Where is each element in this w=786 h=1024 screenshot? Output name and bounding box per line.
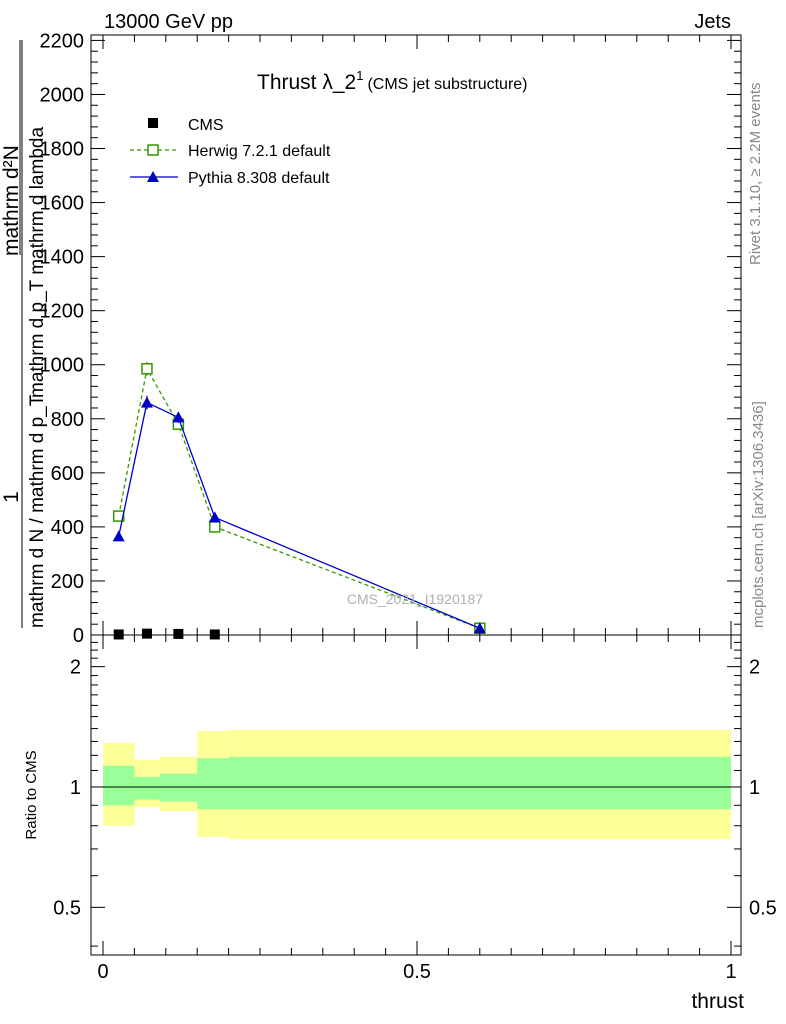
y-tick-label: 1800: [40, 139, 85, 161]
ratio-panel-marks: [103, 729, 731, 840]
legend-cms-label: CMS: [188, 117, 224, 134]
ratio-y-tick-label-right: 1: [749, 777, 760, 799]
pythia-point: [112, 530, 125, 542]
ratio-y-tick-label-right: 0.5: [749, 897, 777, 919]
mcplots-label: mcplots.cern.ch [arXiv:1306.3436]: [750, 401, 767, 628]
x-tick-label: 0.5: [403, 961, 431, 983]
uncertainty-band-inner: [228, 756, 731, 810]
y-tick-label: 800: [51, 409, 84, 431]
ratio-y-tick-label: 1: [70, 777, 81, 799]
y-tick-label: 2200: [40, 30, 85, 52]
legend-cms-marker: [148, 118, 158, 128]
pythia-point: [140, 396, 153, 408]
pythia-point: [473, 622, 486, 634]
main-panel-ticks: 0 200 400 600 800 1000 1200 1400 1600 1800 2000 220…: [40, 30, 741, 647]
chart-title: Thrust λ_21(CMS jet substructure): [257, 68, 528, 94]
cms-point: [113, 629, 124, 640]
ylabel-num-right: mathrm d²N: [0, 145, 23, 256]
legend-herwig-label: Herwig 7.2.1 default: [188, 143, 331, 160]
x-tick-label: 0: [97, 961, 108, 983]
legend-herwig-marker: [147, 144, 159, 156]
legend-pythia-marker: [147, 171, 159, 182]
y-tick-label: 2000: [40, 84, 85, 106]
ratio-y-tick-label-right: 2: [749, 657, 760, 679]
header-right: Jets: [694, 11, 731, 33]
main-panel: 0 200 400 600 800 1000 1200 1400 1600 1800 2000 220…: [0, 30, 742, 647]
ylabel-numerator: 1: [0, 491, 23, 503]
watermark: CMS_2021_I1920187: [347, 591, 483, 607]
y-tick-label: 1600: [40, 193, 85, 215]
header-left: 13000 GeV pp: [104, 11, 233, 33]
legend-pythia-label: Pythia 8.308 default: [188, 170, 330, 187]
ratio-y-tick-label: 2: [70, 657, 81, 679]
cms-point: [173, 628, 184, 639]
main-ylabel: 1 mathrm d N / mathrm d p_T mathrm d²N m…: [0, 40, 48, 628]
herwig-point: [112, 510, 125, 522]
y-tick-label: 1400: [40, 247, 85, 269]
ratio-y-tick-label: 0.5: [53, 897, 81, 919]
ratio-panel-frame: [90, 634, 742, 956]
y-tick-label: 600: [51, 463, 84, 485]
y-tick-label: 200: [51, 571, 84, 593]
series-line: [118, 366, 481, 629]
uncertainty-band-inner: [159, 773, 198, 802]
cms-point: [141, 628, 152, 639]
y-tick-label: 1200: [40, 301, 85, 323]
x-tick-label: 1: [725, 961, 736, 983]
y-tick-label: 0: [73, 625, 84, 647]
xlabel: thrust: [691, 990, 744, 1013]
ylabel-denominator: mathrm d N / mathrm d p_T: [27, 394, 48, 628]
herwig-point: [209, 521, 221, 533]
uncertainty-band-inner: [103, 765, 135, 806]
rivet-label: Rivet 3.1.10, ≥ 2.2M events: [747, 83, 764, 266]
ratio-panel: 0.5 0.5 1 1 2 2 0 0.5 1 Ratio to CMS thrust: [23, 634, 777, 1013]
herwig-point: [141, 363, 153, 375]
ratio-ylabel: Ratio to CMS: [23, 750, 40, 839]
y-tick-label: 400: [51, 517, 84, 539]
pythia-point: [208, 511, 221, 523]
uncertainty-band-inner: [197, 758, 229, 810]
cms-point: [209, 629, 220, 640]
uncertainty-band-inner: [134, 776, 160, 800]
pythia-point: [172, 411, 185, 423]
ylabel-den-right: mathrm d p_T mathrm d lambda: [27, 127, 48, 398]
ratio-panel-ticks: 0.5 0.5 1 1 2 2 0 0.5 1: [53, 635, 777, 983]
legend: CMS Herwig 7.2.1 default Pythia 8.308 de…: [130, 117, 331, 187]
y-tick-label: 1000: [40, 355, 85, 377]
